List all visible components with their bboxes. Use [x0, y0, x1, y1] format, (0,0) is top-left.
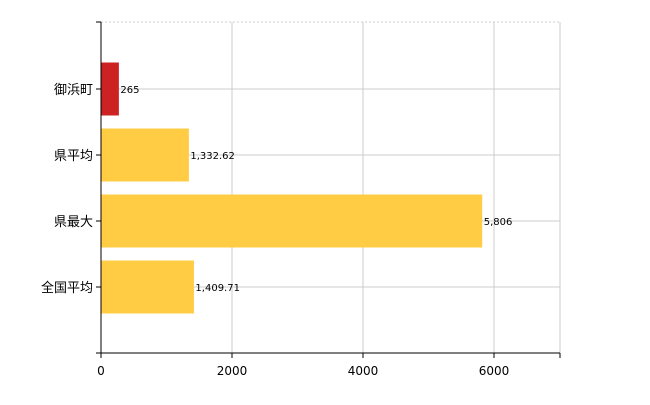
x-tick-label: 0	[97, 364, 105, 378]
bar	[101, 194, 483, 248]
bar	[101, 62, 119, 116]
axes-layer	[96, 21, 561, 358]
category-label: 御浜町	[54, 83, 93, 98]
bars-layer	[101, 62, 483, 314]
data-label: 1,409.71	[195, 283, 240, 294]
category-label: 県平均	[54, 149, 93, 164]
data-label: 265	[120, 85, 139, 96]
x-tick-label: 6000	[479, 364, 510, 378]
category-label: 全国平均	[41, 280, 93, 296]
data-label: 1,332.62	[190, 151, 235, 162]
x-tick-label: 4000	[348, 364, 379, 378]
category-label: 県最大	[54, 215, 93, 230]
data-label: 5,806	[484, 217, 513, 228]
bar	[101, 128, 189, 182]
bar	[101, 260, 194, 314]
x-tick-label: 2000	[217, 364, 248, 378]
